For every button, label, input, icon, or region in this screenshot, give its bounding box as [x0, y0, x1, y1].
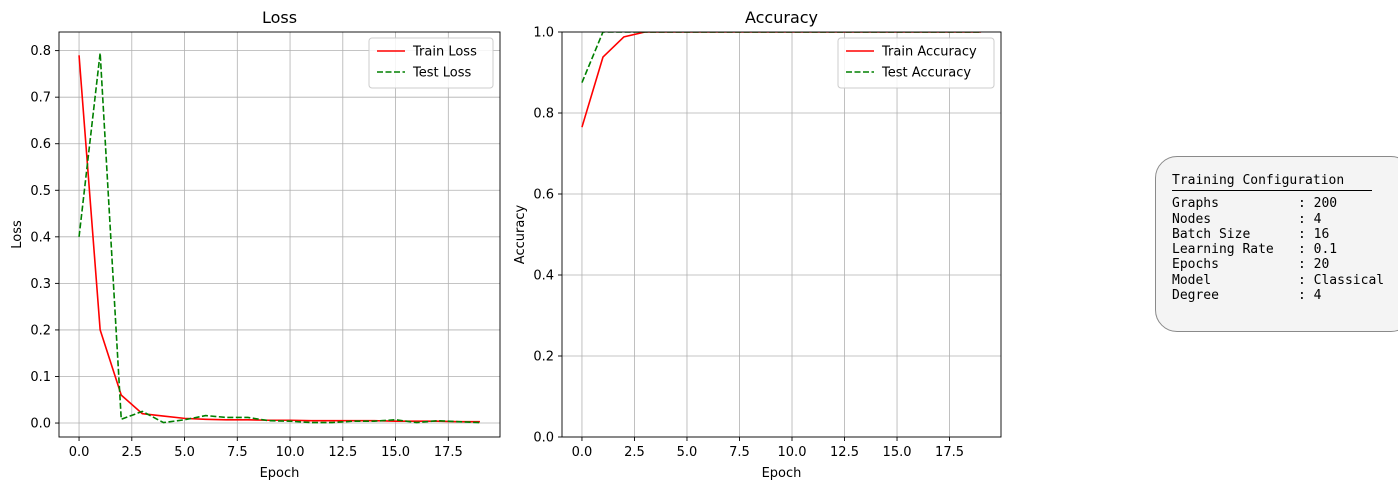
x-tick-label: 5.0: [677, 445, 698, 460]
legend-box: [837, 37, 995, 89]
x-tick-label: 10.0: [778, 445, 807, 460]
config-value: : 16: [1298, 226, 1330, 242]
y-tick-label: 0.6: [533, 188, 554, 203]
config-key: Model: [1172, 272, 1212, 288]
x-tick-label: 15.0: [883, 445, 912, 460]
config-key: Epochs: [1172, 257, 1219, 273]
config-row: Degree : 4: [1172, 288, 1398, 303]
y-tick-label: 0.1: [30, 370, 51, 385]
y-tick-label: 0.2: [533, 350, 554, 365]
chart-title: Accuracy: [745, 8, 818, 27]
training-config-box: Training Configuration Graphs : 200 Nodes:…: [1155, 156, 1398, 332]
series-line-train-loss: [78, 55, 480, 423]
chart-accuracy: 0.0 2.5 5.0 7.5 10.0 12.5 15.0 17.5 0.0 0.2 0.4 0.6…: [513, 8, 1002, 481]
config-key: Graphs: [1172, 196, 1219, 212]
y-axis-label: Loss: [10, 220, 25, 249]
x-tick-label: 12.5: [830, 445, 859, 460]
y-tick-label: 0.5: [30, 184, 51, 199]
x-tick-label: 5.0: [174, 445, 195, 460]
y-tick-label: 0.8: [533, 107, 554, 122]
x-tick-label: 0.0: [69, 445, 90, 460]
legend-label: Train Loss: [412, 45, 477, 60]
config-row: Graphs : 200: [1172, 196, 1398, 211]
x-axis-label: Epoch: [260, 466, 300, 481]
x-tick-label: 17.5: [434, 445, 463, 460]
config-key: Batch Size: [1172, 226, 1251, 242]
legend-label: Test Loss: [412, 66, 471, 81]
config-row: Nodes : 4: [1172, 212, 1398, 227]
y-tick-label: 0.4: [30, 230, 51, 245]
legend: Train Accuracy Test Accuracy: [837, 37, 995, 89]
y-tick-label: 1.0: [533, 26, 554, 41]
legend-label: Train Accuracy: [881, 45, 977, 60]
x-tick-label: 2.5: [624, 445, 645, 460]
y-tick-label: 0.0: [533, 431, 554, 446]
config-row: Batch Size : 16: [1172, 227, 1398, 242]
x-tick-label: 0.0: [572, 445, 593, 460]
y-tick-label: 0.8: [30, 44, 51, 59]
config-value: : Classical: [1298, 272, 1385, 288]
legend: Train Loss Test Loss: [368, 37, 494, 89]
config-key: Nodes: [1172, 211, 1212, 227]
plot-frame: [561, 31, 1002, 438]
y-tick-label: 0.6: [30, 137, 51, 152]
y-tick-label: 0.2: [30, 323, 51, 338]
plot-frame: [58, 31, 501, 438]
config-row: Learning Rate : 0.1: [1172, 242, 1398, 257]
config-value: : 20: [1298, 257, 1330, 273]
x-tick-label: 15.0: [381, 445, 410, 460]
y-tick-label: 0.3: [30, 277, 51, 292]
config-row: Model : Classical: [1172, 273, 1398, 288]
config-divider: [1172, 190, 1372, 192]
x-tick-label: 7.5: [227, 445, 248, 460]
x-tick-label: 2.5: [121, 445, 142, 460]
config-rows: Graphs: 200 Nodes: 4 Batch Size: 16 Learnin…: [1172, 196, 1398, 303]
x-tick-label: 7.5: [729, 445, 750, 460]
config-value: : 4: [1298, 288, 1322, 304]
y-axis-label: Accuracy: [513, 205, 528, 265]
config-row: Epochs : 20: [1172, 257, 1398, 272]
chart-loss: 0.0 2.5 5.0 7.5 10.0 12.5 15.0 17.5 0.0 0.1 0.2 0.3…: [10, 8, 501, 481]
config-title: Training Configuration: [1172, 173, 1345, 188]
config-key: Learning Rate: [1172, 242, 1274, 258]
legend-label: Test Accuracy: [881, 66, 971, 81]
x-tick-label: 17.5: [935, 445, 964, 460]
x-axis-label: Epoch: [762, 466, 802, 481]
y-tick-label: 0.0: [30, 417, 51, 432]
config-value: : 4: [1298, 211, 1322, 227]
config-key: Degree: [1172, 288, 1219, 304]
chart-title: Loss: [262, 8, 297, 27]
config-value: : 0.1: [1298, 242, 1338, 258]
y-tick-label: 0.7: [30, 91, 51, 106]
x-tick-label: 12.5: [328, 445, 357, 460]
config-value: : 200: [1298, 196, 1338, 212]
series-line-test-loss: [78, 52, 480, 424]
x-tick-label: 10.0: [276, 445, 305, 460]
y-tick-label: 0.4: [533, 269, 554, 284]
